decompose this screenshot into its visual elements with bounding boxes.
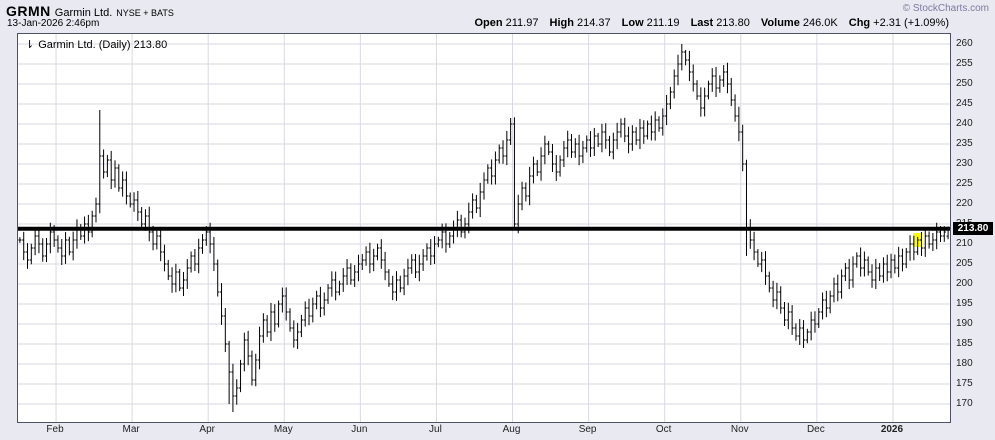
last-value: 213.80	[716, 17, 750, 29]
open-label: Open	[474, 17, 503, 29]
price-axis-label: 230	[956, 158, 973, 169]
date-axis-label: Nov	[730, 424, 749, 435]
price-axis-label: 175	[956, 378, 973, 389]
date-axis: Feb Mar Apr May Jun Jul Aug Sep Oct Nov Dec 2026	[17, 424, 949, 439]
chart-legend: ⇂ Garmin Ltd. (Daily) 213.80	[25, 38, 167, 51]
price-axis-label: 185	[956, 338, 973, 349]
volume-value: 246.0K	[802, 17, 838, 29]
ticker-symbol: GRMN	[6, 3, 51, 19]
annotation-arrow-icon: ⇂	[25, 39, 35, 51]
header: GRMN Garmin Ltd. NYSE + BATS	[6, 3, 174, 21]
support-line-price-label: 213.80	[953, 222, 993, 236]
price-chart-plot: ⇂ Garmin Ltd. (Daily) 213.80	[17, 33, 951, 423]
price-axis-label: 180	[956, 358, 973, 369]
price-axis-label: 220	[956, 198, 973, 209]
date-axis-label: Aug	[502, 424, 521, 435]
price-axis-label: 255	[956, 58, 973, 69]
open-value: 211.97	[505, 17, 539, 29]
exchange-label: NYSE + BATS	[116, 8, 174, 18]
date-axis-label: Jul	[429, 424, 442, 435]
date-axis-label: Apr	[199, 424, 215, 435]
price-axis-label: 170	[956, 398, 973, 409]
price-bars	[18, 44, 950, 412]
last-label: Last	[690, 17, 714, 29]
low-value: 211.19	[646, 17, 680, 29]
price-axis-label: 250	[956, 78, 973, 89]
company-name: Garmin Ltd.	[54, 7, 113, 19]
price-axis: 1701751801851901952002052102152202252302…	[952, 34, 995, 422]
date-axis-label: Oct	[655, 424, 672, 435]
price-axis-label: 225	[956, 178, 973, 189]
price-axis-label: 195	[956, 298, 973, 309]
date-axis-label: 2026	[880, 424, 904, 435]
date-axis-label: Feb	[46, 424, 64, 435]
ohlc-chart	[18, 34, 950, 422]
price-axis-label: 240	[956, 118, 973, 129]
date-axis-label: Dec	[806, 424, 825, 435]
price-axis-label: 200	[956, 278, 973, 289]
change-value: +2.31 (+1.09%)	[873, 17, 949, 29]
quote-timestamp: 13-Jan-2026 2:46pm	[7, 18, 100, 29]
date-axis-label: Mar	[122, 424, 140, 435]
price-axis-label: 245	[956, 98, 973, 109]
date-axis-label: May	[273, 424, 293, 435]
volume-label: Volume	[760, 17, 800, 29]
price-axis-label: 210	[956, 238, 973, 249]
price-axis-label: 190	[956, 318, 973, 329]
low-label: Low	[621, 17, 644, 29]
gridlines	[18, 34, 950, 422]
quote-summary: Open 211.97 High 214.37 Low 211.19 Last 213.…	[466, 17, 949, 29]
date-axis-label: Jun	[351, 424, 368, 435]
chart-legend-text: Garmin Ltd. (Daily) 213.80	[38, 39, 168, 51]
stockcharts-copyright-link[interactable]: © StockCharts.com	[902, 3, 989, 14]
date-axis-label: Sep	[578, 424, 597, 435]
change-label: Chg	[848, 17, 871, 29]
high-label: High	[549, 17, 574, 29]
high-value: 214.37	[576, 17, 611, 29]
price-axis-label: 205	[956, 258, 973, 269]
price-axis-label: 235	[956, 138, 973, 149]
price-axis-label: 260	[956, 38, 973, 49]
